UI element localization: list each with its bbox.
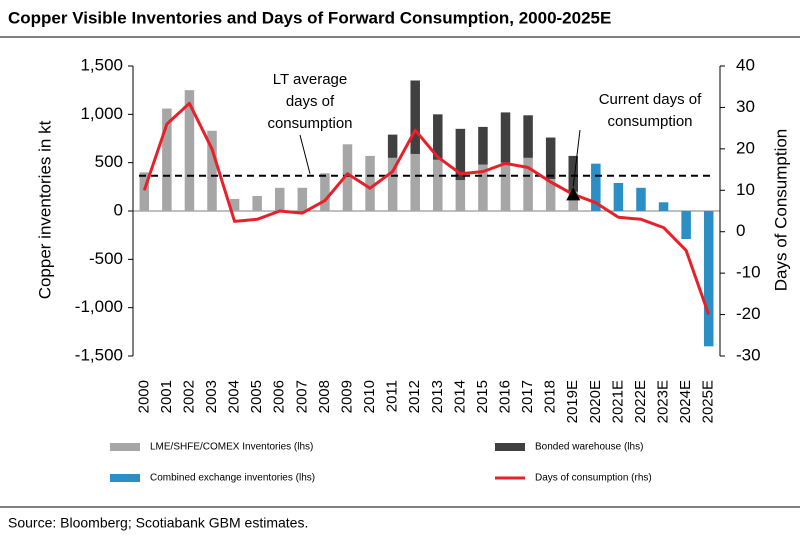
bar: [500, 112, 511, 163]
bar: [568, 191, 578, 211]
x-tick-label: 2000: [135, 380, 152, 413]
x-tick-label: 2013: [429, 380, 446, 413]
bar: [387, 134, 398, 158]
x-tick-label: 2001: [158, 380, 175, 413]
bar: [478, 126, 488, 165]
x-tick-label: 2014: [451, 380, 468, 413]
x-tick-label: 2015: [474, 380, 491, 413]
x-tick-label: 2002: [180, 380, 197, 413]
x-tick-label: 2011: [384, 380, 401, 412]
bar: [342, 144, 353, 211]
annotation-text: Current days of: [599, 91, 702, 108]
bar: [207, 130, 217, 211]
annotation-text: consumption: [607, 113, 692, 130]
x-tick-label: 2010: [361, 380, 378, 413]
bar: [591, 163, 601, 211]
legend-label: Bonded warehouse (lhs): [535, 442, 643, 453]
bar: [545, 179, 556, 211]
x-tick-label: 2007: [293, 380, 310, 413]
annotation-arrow: [299, 134, 311, 174]
x-tick-label: 2016: [496, 380, 513, 413]
y2-tick-label: 10: [736, 180, 755, 199]
source: Source: Bloomberg; Scotiabank GBM estima…: [8, 515, 308, 531]
y-tick-label: -500: [89, 249, 123, 268]
annotation-text: consumption: [267, 115, 352, 132]
bar: [500, 162, 511, 211]
y2-tick-label: -10: [736, 263, 761, 282]
y-tick-label: 1,000: [80, 104, 123, 123]
y-tick-label: 1,500: [80, 55, 123, 74]
x-tick-label: 2024E: [677, 380, 694, 423]
y2-axis-label: Days of Consumption: [771, 129, 790, 292]
legend-label: Combined exchange inventories (lhs): [150, 473, 315, 484]
bar: [658, 202, 669, 211]
y2-tick-label: 20: [736, 138, 755, 157]
current-marker: [566, 187, 581, 201]
x-tick-label: 2006: [271, 380, 288, 413]
bar: [252, 196, 262, 211]
bar: [365, 155, 375, 211]
x-tick-label: 2004: [226, 380, 243, 413]
bar: [545, 137, 556, 180]
legend-swatch: [110, 443, 140, 451]
bar: [523, 115, 533, 158]
x-tick-label: 2018: [542, 380, 559, 413]
x-tick-label: 2012: [406, 380, 423, 413]
bar: [410, 80, 420, 154]
y2-tick-label: 40: [736, 55, 755, 74]
annotation-text: days of: [286, 93, 335, 110]
x-tick-label: 2008: [316, 380, 333, 413]
legend-label: Days of consumption (rhs): [535, 473, 652, 484]
bar: [636, 187, 646, 211]
x-tick-label: 2020E: [587, 380, 604, 423]
bar: [681, 211, 691, 240]
x-tick-label: 2025E: [700, 380, 717, 423]
bar: [455, 180, 466, 211]
x-tick-label: 2005: [248, 380, 265, 413]
x-tick-label: 2021E: [609, 380, 626, 423]
bar: [433, 114, 443, 160]
x-tick-label: 2009: [338, 380, 355, 413]
bar: [139, 172, 150, 211]
legend-swatch: [110, 474, 140, 482]
x-tick-label: 2017: [519, 380, 536, 413]
days-line: [142, 101, 711, 316]
bar: [162, 108, 172, 211]
y-tick-label: 0: [114, 200, 123, 219]
bar: [613, 182, 624, 211]
y-tick-label: 500: [95, 152, 123, 171]
x-tick-label: 2022E: [632, 380, 649, 423]
annotation-arrow: [572, 129, 581, 187]
bar: [568, 155, 578, 192]
annotation-text: LT average: [273, 71, 348, 88]
legend-swatch: [495, 443, 525, 451]
bar: [703, 211, 714, 347]
bar: [523, 157, 533, 211]
y2-tick-label: -30: [736, 345, 761, 364]
bar: [297, 187, 308, 211]
x-tick-label: 2019E: [564, 380, 581, 423]
bar: [478, 164, 488, 211]
y2-tick-label: -20: [736, 304, 761, 323]
y2-tick-label: 30: [736, 97, 755, 116]
bar: [184, 90, 195, 211]
x-tick-label: 2023E: [655, 380, 672, 423]
bar: [275, 187, 285, 211]
bar: [455, 128, 466, 181]
x-tick-label: 2003: [203, 380, 220, 413]
y-tick-label: -1,500: [75, 345, 123, 364]
bar: [410, 153, 420, 211]
bar: [387, 157, 398, 211]
bar: [433, 159, 443, 211]
bar: [229, 198, 240, 211]
y-tick-label: -1,000: [75, 297, 123, 316]
y-axis-label: Copper inventories in kt: [35, 120, 54, 299]
bar: [320, 173, 330, 211]
chart-title: Copper Visible Inventories and Days of F…: [8, 8, 611, 27]
y2-tick-label: 0: [736, 221, 745, 240]
legend-label: LME/SHFE/COMEX Inventories (lhs): [150, 442, 313, 453]
